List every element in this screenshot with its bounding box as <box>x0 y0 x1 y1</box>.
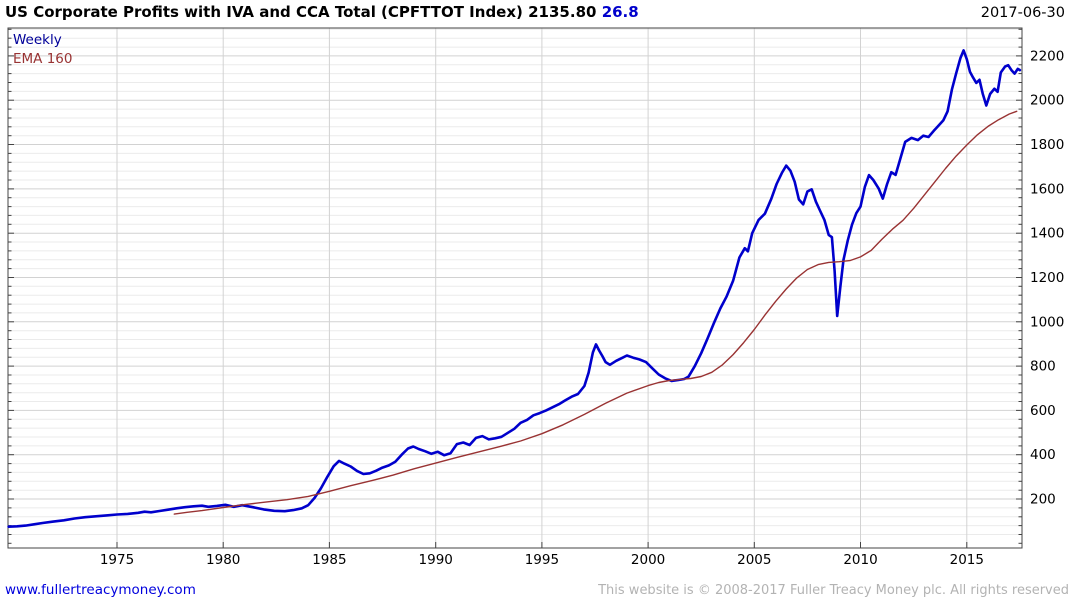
y-axis-labels: 200 400 600 800 1000 1200 1400 1600 1800 2000 2200 <box>1030 48 1064 507</box>
svg-text:1600: 1600 <box>1030 181 1064 197</box>
svg-text:1995: 1995 <box>525 552 559 568</box>
svg-text:1990: 1990 <box>419 552 453 568</box>
svg-text:2015: 2015 <box>950 552 984 568</box>
as-of-date: 2017-06-30 <box>980 5 1065 21</box>
svg-text:2005: 2005 <box>737 552 771 568</box>
legend-item-weekly: Weekly <box>13 32 62 48</box>
price-change: 26.8 <box>601 3 639 21</box>
svg-text:1975: 1975 <box>100 552 134 568</box>
svg-text:2000: 2000 <box>631 552 665 568</box>
svg-text:600: 600 <box>1030 403 1056 419</box>
x-axis-ticks <box>116 542 968 548</box>
minor-gridlines <box>8 28 1022 535</box>
svg-text:2010: 2010 <box>843 552 877 568</box>
website-link[interactable]: www.fullertreacymoney.com <box>5 582 196 598</box>
svg-text:400: 400 <box>1030 447 1056 463</box>
svg-text:1400: 1400 <box>1030 226 1064 242</box>
series-line-weekly <box>7 49 1022 529</box>
copyright-notice: This website is © 2008-2017 Fuller Treac… <box>598 583 1069 598</box>
plot-frame <box>7 27 1023 549</box>
series-line-ema-160 <box>173 110 1018 515</box>
svg-text:1800: 1800 <box>1030 137 1064 153</box>
svg-text:800: 800 <box>1030 359 1056 375</box>
chart-legend: Weekly EMA 160 <box>13 31 72 69</box>
svg-text:2000: 2000 <box>1030 93 1064 109</box>
last-price: 2135.80 <box>528 3 597 21</box>
svg-text:1200: 1200 <box>1030 270 1064 286</box>
y-axis-ticks <box>8 28 1022 544</box>
svg-text:1000: 1000 <box>1030 314 1064 330</box>
legend-item-ema-160: EMA 160 <box>13 51 73 67</box>
svg-text:1985: 1985 <box>312 552 346 568</box>
svg-text:1980: 1980 <box>206 552 240 568</box>
instrument-name: US Corporate Profits with IVA and CCA To… <box>5 3 523 21</box>
vertical-gridlines <box>116 28 968 548</box>
svg-text:200: 200 <box>1030 492 1056 508</box>
page-title: US Corporate Profits with IVA and CCA To… <box>5 3 639 21</box>
major-gridlines <box>8 55 1022 500</box>
svg-text:2200: 2200 <box>1030 48 1064 64</box>
x-axis-labels: 1975 1980 1985 1990 1995 2000 2005 2010 2015 <box>100 552 984 568</box>
